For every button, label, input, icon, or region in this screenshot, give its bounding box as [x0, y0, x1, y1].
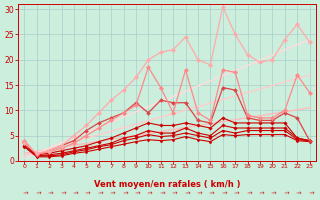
Text: ↗: ↗	[256, 189, 264, 196]
Text: ↗: ↗	[95, 189, 102, 196]
Text: ↗: ↗	[244, 189, 251, 196]
Text: ↗: ↗	[58, 189, 65, 196]
Text: ↗: ↗	[281, 189, 288, 196]
Text: ↗: ↗	[132, 189, 140, 196]
Text: ↗: ↗	[70, 189, 77, 196]
Text: ↗: ↗	[145, 189, 152, 196]
Text: ↗: ↗	[194, 189, 202, 196]
X-axis label: Vent moyen/en rafales ( km/h ): Vent moyen/en rafales ( km/h )	[94, 180, 240, 189]
Text: ↗: ↗	[219, 189, 227, 196]
Text: ↗: ↗	[157, 189, 164, 196]
Text: ↗: ↗	[207, 189, 214, 196]
Text: ↗: ↗	[269, 189, 276, 196]
Text: ↗: ↗	[21, 189, 28, 196]
Text: ↗: ↗	[120, 189, 127, 196]
Text: ↗: ↗	[33, 189, 40, 196]
Text: ↗: ↗	[232, 189, 239, 196]
Text: ↗: ↗	[83, 189, 90, 196]
Text: ↗: ↗	[294, 189, 301, 196]
Text: ↗: ↗	[170, 189, 177, 196]
Text: ↗: ↗	[108, 189, 115, 196]
Text: ↗: ↗	[182, 189, 189, 196]
Text: ↗: ↗	[45, 189, 53, 196]
Text: ↗: ↗	[306, 189, 313, 196]
